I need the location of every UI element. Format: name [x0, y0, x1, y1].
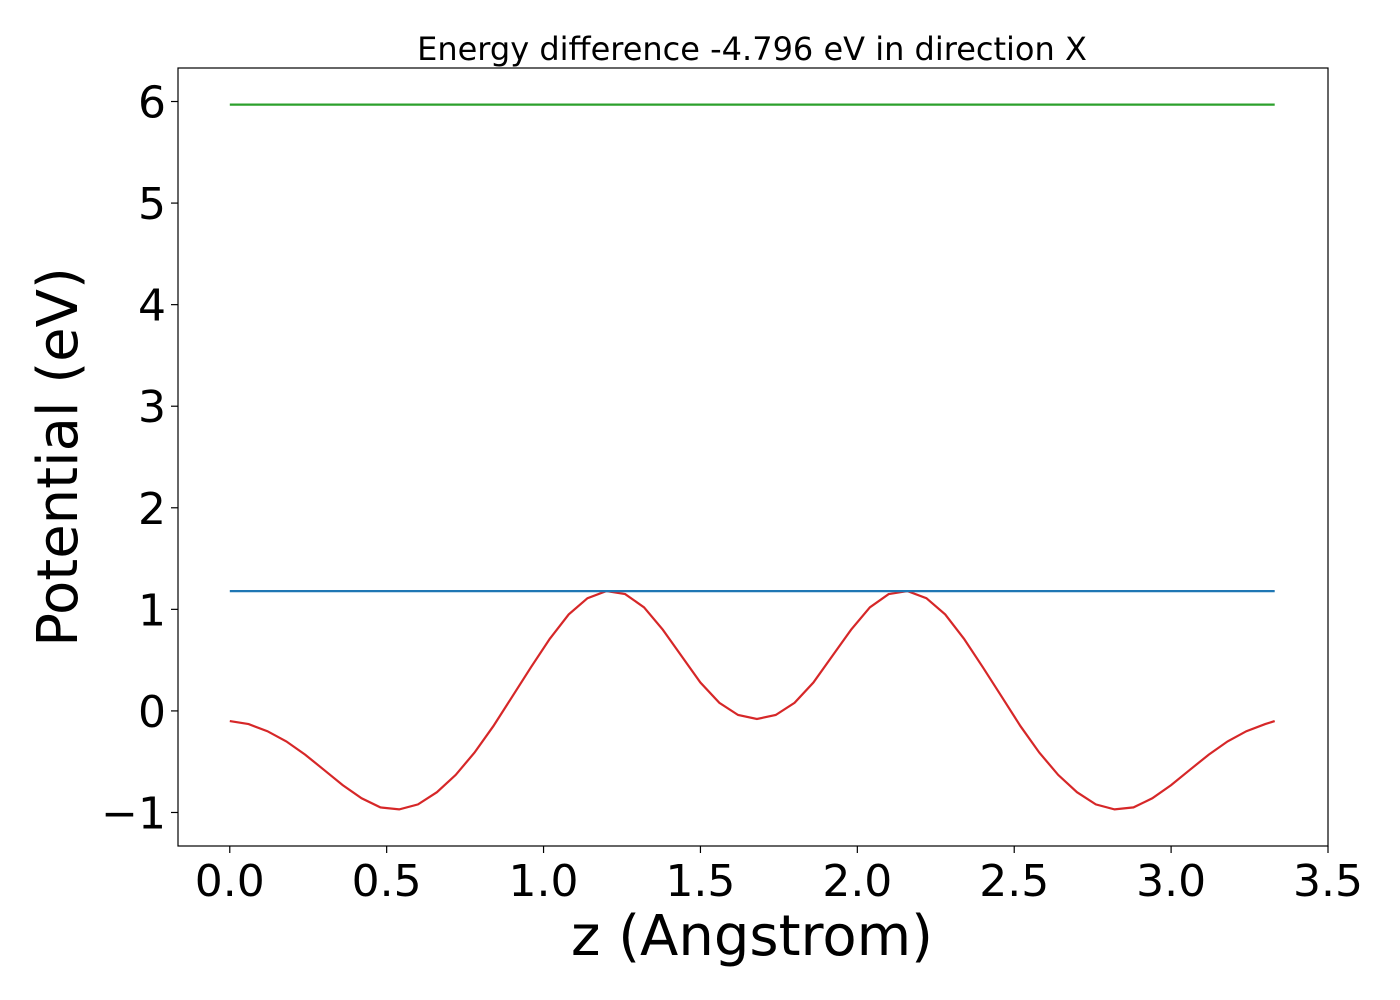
- x-tick-label: 0.0: [195, 856, 265, 907]
- x-tick-label: 3.5: [1293, 856, 1363, 907]
- x-tick-label: 1.5: [665, 856, 735, 907]
- y-axis: −1 0 1 2 3 4 5 6: [101, 78, 178, 839]
- series-line-1: [229, 589, 1276, 811]
- y-tick-label: 4: [138, 281, 166, 332]
- series-layer: [229, 103, 1276, 811]
- chart-title: Energy difference -4.796 eV in direction…: [417, 30, 1087, 68]
- x-axis: 0.0 0.5 1.0 1.5 2.0 2.5 3.0 3.5: [195, 846, 1363, 907]
- x-tick-label: 2.5: [979, 856, 1049, 907]
- y-tick-label: 3: [138, 382, 166, 433]
- x-tick-label: 3.0: [1136, 856, 1206, 907]
- y-axis-label: Potential (eV): [26, 267, 91, 647]
- x-tick-label: 1.0: [509, 856, 579, 907]
- y-tick-label: 5: [138, 179, 166, 230]
- x-tick-label: 2.0: [822, 856, 892, 907]
- y-tick-label: 0: [138, 687, 166, 738]
- x-axis-label: z (Angstrom): [571, 904, 933, 969]
- y-tick-label: 6: [138, 78, 166, 129]
- plot-frame: [177, 67, 1329, 847]
- y-tick-label: −1: [101, 788, 166, 839]
- y-tick-label: 1: [138, 585, 166, 636]
- y-tick-label: 2: [138, 484, 166, 535]
- x-tick-label: 0.5: [352, 856, 422, 907]
